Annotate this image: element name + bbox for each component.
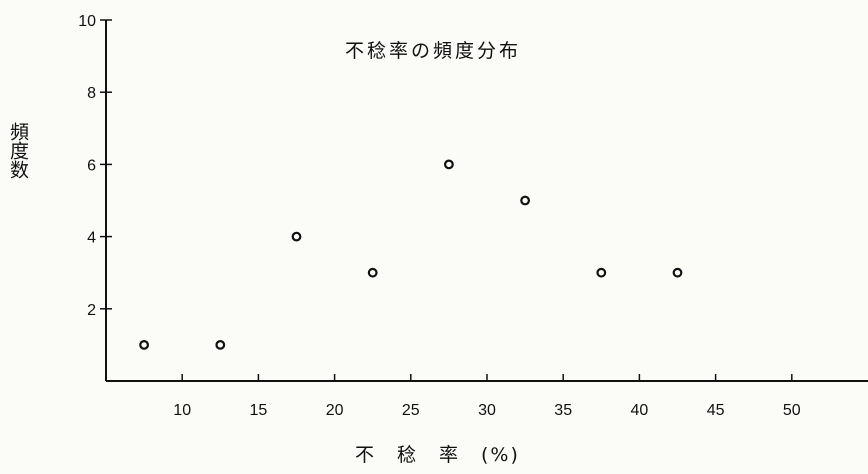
x-tick-label: 20 xyxy=(326,402,344,419)
x-tick-label: 25 xyxy=(402,402,420,419)
x-tick-label: 30 xyxy=(478,402,496,419)
y-tick-label: 2 xyxy=(87,302,96,319)
y-tick-label: 10 xyxy=(78,13,96,30)
data-points xyxy=(139,159,683,350)
y-tick-label: 8 xyxy=(87,85,96,102)
data-point xyxy=(139,340,150,350)
data-point xyxy=(596,267,607,278)
x-tick-label: 10 xyxy=(173,402,191,419)
x-tick-label: 50 xyxy=(783,402,801,419)
chart-title: 不稔率の頻度分布 xyxy=(345,40,522,62)
y-tick-label: 4 xyxy=(87,230,96,247)
data-point xyxy=(367,267,378,278)
data-point xyxy=(215,340,226,350)
x-tick-label: 15 xyxy=(250,402,268,419)
x-tick-label: 35 xyxy=(554,402,572,419)
tick-labels: 10 15 20 25 30 35 40 45 50 2 4 6 8 10 xyxy=(78,13,801,419)
x-tick-label: 45 xyxy=(707,402,725,419)
data-point xyxy=(672,267,683,278)
y-tick-label: 6 xyxy=(87,157,96,174)
data-point xyxy=(444,159,454,170)
x-axis-label: 不 稔 率 (%) xyxy=(355,444,520,466)
axes xyxy=(100,19,868,382)
data-point xyxy=(291,231,302,242)
x-tick-label: 40 xyxy=(631,402,649,419)
y-axis-label: 頻度数 xyxy=(7,122,29,179)
data-point xyxy=(520,195,530,206)
